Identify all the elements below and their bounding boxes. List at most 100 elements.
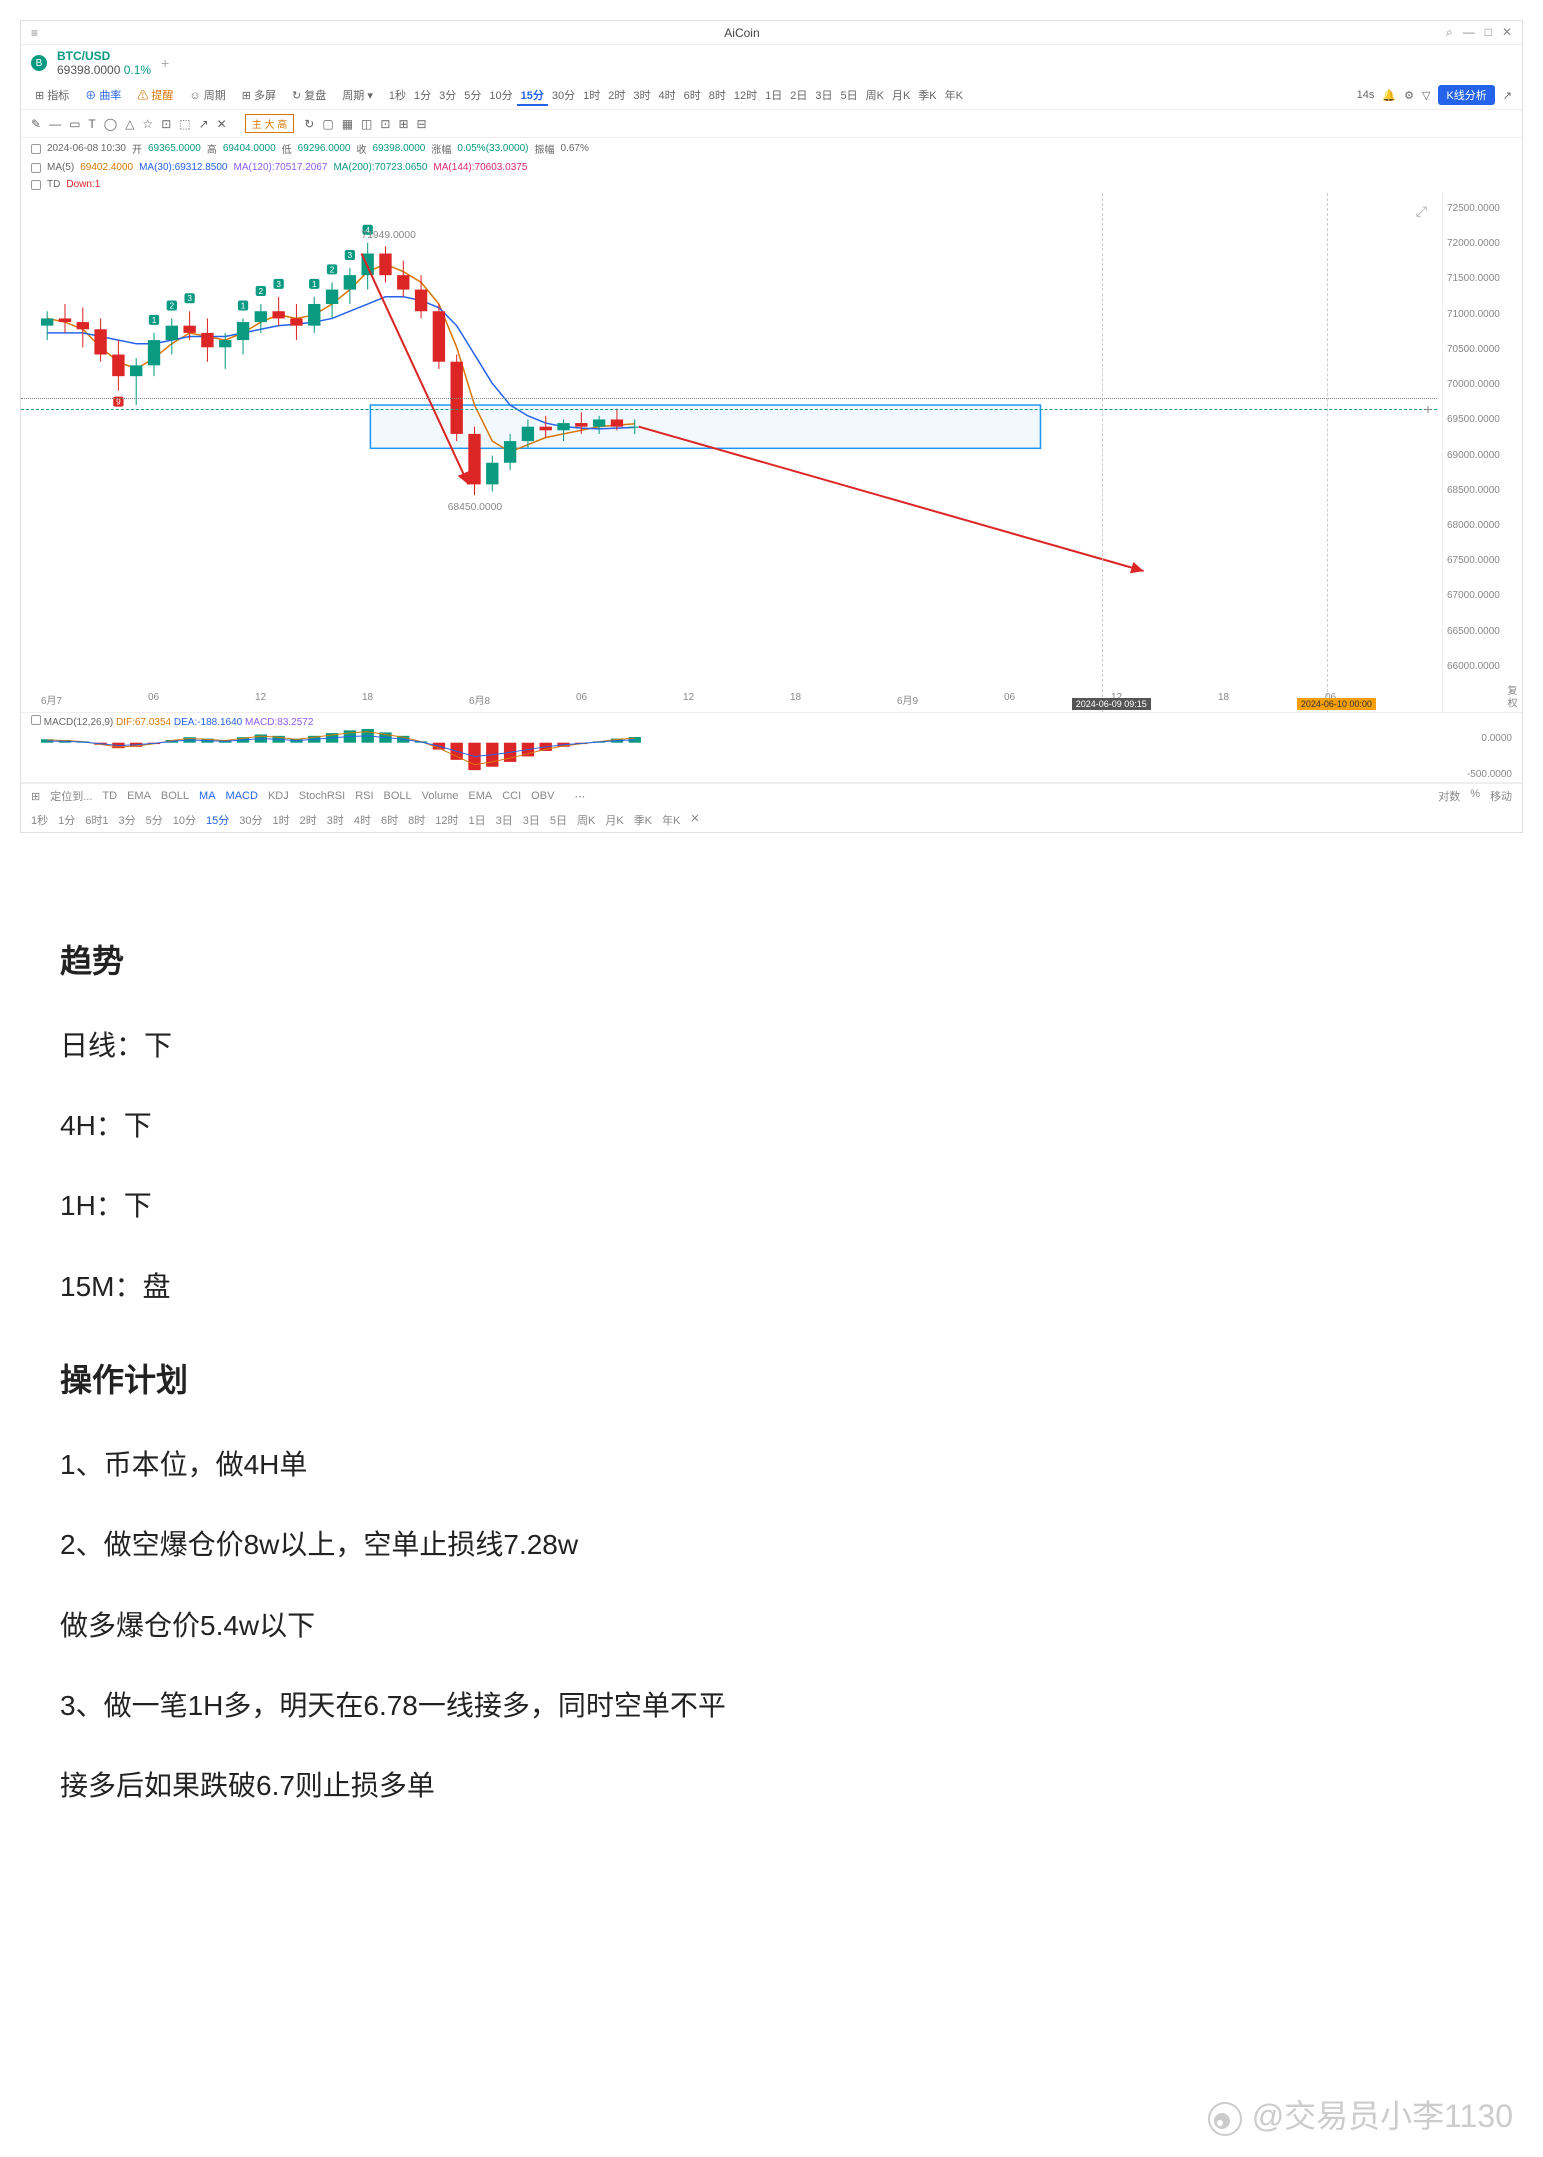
tf-3分[interactable]: 3分 [435,88,460,104]
tf-1分[interactable]: 1分 [410,88,435,104]
ind-BOLL[interactable]: BOLL [384,790,412,802]
tf-1日[interactable]: 1日 [761,88,786,104]
tfrow-季K[interactable]: 季K [634,812,652,828]
tf-12时[interactable]: 12时 [730,88,761,104]
ind-OBV[interactable]: OBV [531,790,554,802]
share-icon[interactable]: ↗ [1503,89,1512,102]
tb-period[interactable]: 周期 ▾ [338,85,377,105]
gear-icon[interactable]: ⚙ [1404,89,1414,102]
locate-button[interactable]: 定位到... [50,788,92,804]
price-chart[interactable]: ⤢ 1231231234971949.000068450.0000 + 6968… [21,193,1522,713]
ind-CCI[interactable]: CCI [502,790,521,802]
tf-年K[interactable]: 年K [941,88,967,104]
kline-analysis-button[interactable]: K线分析 [1438,85,1494,105]
tfrow-3日[interactable]: 3日 [496,812,513,828]
tfrow-15分[interactable]: 15分 [206,812,229,828]
tfrow-✕[interactable]: ✕ [690,812,699,828]
tfrow-月K[interactable]: 月K [605,812,623,828]
tf-月K[interactable]: 月K [888,88,914,104]
ind-more[interactable]: ⋯ [574,790,585,803]
tfrow-10分[interactable]: 10分 [173,812,196,828]
draw-tool-1[interactable]: — [49,117,61,131]
tfrow-1秒[interactable]: 1秒 [31,812,48,828]
draw-tool-more-1[interactable]: ▢ [322,117,333,131]
tf-2日[interactable]: 2日 [786,88,811,104]
draw-tool-3[interactable]: T [88,117,95,131]
tfrow-5分[interactable]: 5分 [146,812,163,828]
tf-4时[interactable]: 4时 [654,88,679,104]
filter-icon[interactable]: ▽ [1422,89,1430,102]
tfrow-8时[interactable]: 8时 [408,812,425,828]
tfrow-3时[interactable]: 3时 [327,812,344,828]
main-type-label[interactable]: 主 大 高 [245,114,295,133]
tfrow-2时[interactable]: 2时 [300,812,317,828]
draw-tool-10[interactable]: ✕ [217,117,227,131]
info-bullet[interactable] [31,144,41,154]
log-scale[interactable]: 对数 [1438,788,1460,804]
ind-TD[interactable]: TD [102,790,117,802]
tfrow-30分[interactable]: 30分 [239,812,262,828]
tf-8时[interactable]: 8时 [705,88,730,104]
tfrow-6时[interactable]: 6时 [381,812,398,828]
td-bullet[interactable] [31,180,41,190]
tb-replay[interactable]: ↻ 复盘 [288,85,330,105]
tf-周K[interactable]: 周K [862,88,888,104]
tb-multiscreen[interactable]: ⊞ 多屏 [238,85,280,105]
tf-30分[interactable]: 30分 [548,88,579,104]
draw-tool-5[interactable]: △ [125,117,134,131]
tfrow-1日[interactable]: 1日 [469,812,486,828]
ind-KDJ[interactable]: KDJ [268,790,289,802]
tf-1时[interactable]: 1时 [579,88,604,104]
ind-MACD[interactable]: MACD [226,790,258,802]
close-icon[interactable]: ✕ [1502,25,1512,40]
tf-15分[interactable]: 15分 [517,88,548,106]
add-tab-button[interactable]: + [161,55,169,71]
hamburger-icon[interactable]: ≡ [31,26,38,40]
tf-2时[interactable]: 2时 [604,88,629,104]
tfrow-3日[interactable]: 3日 [523,812,540,828]
move-mode[interactable]: 移动 [1490,788,1512,804]
draw-tool-more-0[interactable]: ↻ [304,117,314,131]
draw-tool-0[interactable]: ✎ [31,117,41,131]
tf-5分[interactable]: 5分 [460,88,485,104]
tfrow-5日[interactable]: 5日 [550,812,567,828]
tfrow-4时[interactable]: 4时 [354,812,371,828]
tf-5日[interactable]: 5日 [836,88,861,104]
draw-tool-more-2[interactable]: ▦ [342,117,353,131]
ind-StochRSI[interactable]: StochRSI [299,790,345,802]
tf-10分[interactable]: 10分 [485,88,516,104]
tb-cycle[interactable]: ☺ 周期 [185,85,229,105]
tf-季K[interactable]: 季K [914,88,940,104]
ma-bullet[interactable] [31,163,41,173]
ind-BOLL[interactable]: BOLL [161,790,189,802]
ind-Volume[interactable]: Volume [422,790,459,802]
tfrow-6时1[interactable]: 6时1 [85,812,108,828]
draw-tool-more-5[interactable]: ⊞ [398,117,408,131]
tf-6时[interactable]: 6时 [680,88,705,104]
tf-3日[interactable]: 3日 [811,88,836,104]
tb-alert[interactable]: ⚠ 提醒 [133,85,177,105]
ticker-tab[interactable]: BTC/USD 69398.0000 0.1% [57,49,151,77]
draw-tool-2[interactable]: ▭ [69,117,80,131]
minimize-icon[interactable]: — [1463,25,1475,40]
right-dropdown[interactable]: 复 权 [1503,685,1518,708]
draw-tool-4[interactable]: ◯ [104,117,117,131]
tb-indicator[interactable]: ⊞ 指标 [31,85,73,105]
draw-tool-6[interactable]: ☆ [142,117,153,131]
draw-tool-more-4[interactable]: ⊡ [380,117,390,131]
tfrow-1时[interactable]: 1时 [273,812,290,828]
draw-tool-7[interactable]: ⊡ [161,117,171,131]
macd-chart[interactable]: MACD(12,26,9) DIF:67.0354 DEA:-188.1640 … [21,713,1522,783]
search-icon[interactable]: ⌕ [1446,25,1453,40]
tb-curve[interactable]: ⊕ 曲率 [81,85,125,105]
maximize-icon[interactable]: □ [1485,25,1492,40]
tf-1秒[interactable]: 1秒 [385,88,410,104]
percent-scale[interactable]: % [1470,788,1480,804]
ind-RSI[interactable]: RSI [355,790,373,802]
bell-icon[interactable]: 🔔 [1382,89,1396,102]
draw-tool-8[interactable]: ⬚ [179,117,190,131]
tfrow-周K[interactable]: 周K [577,812,595,828]
locate-icon[interactable]: ⊞ [31,790,40,803]
tfrow-1分[interactable]: 1分 [58,812,75,828]
tfrow-年K[interactable]: 年K [662,812,680,828]
